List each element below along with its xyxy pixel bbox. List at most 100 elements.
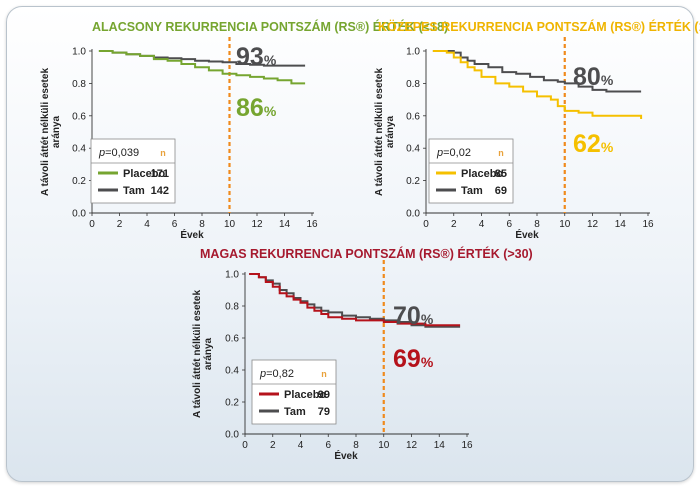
final-pct-tam: 80% [573, 63, 614, 91]
chart-1: ALACSONY REKURRENCIA PONTSZÁM (RS®) ÉRTÉ… [40, 19, 448, 241]
final-pct-sign: % [601, 72, 614, 88]
legend-label-placebo: Placebo [123, 168, 165, 180]
p-value-text: =0,82 [266, 368, 294, 380]
legend-n-placebo: 85 [495, 168, 507, 180]
y-axis-label-line: A távoli áttét nélküli esetek [40, 68, 51, 196]
x-tick-label: 4 [298, 440, 304, 451]
final-pct-value: 86 [236, 94, 264, 122]
x-tick-label: 8 [199, 219, 205, 230]
chart-title: ALACSONY REKURRENCIA PONTSZÁM (RS®) ÉRTÉ… [92, 19, 448, 34]
y-axis-label: A távoli áttét nélküli esetekaránya [374, 68, 396, 196]
x-tick-label: 2 [451, 219, 457, 230]
p-value-text: =0,039 [105, 147, 139, 159]
p-prefix: p [436, 147, 443, 159]
legend-n-tam: 79 [318, 406, 330, 418]
final-pct-tam: 70% [393, 302, 434, 330]
y-tick-label: 0.0 [225, 430, 239, 441]
x-axis-label: Évek [180, 228, 204, 241]
p-prefix: p [98, 147, 105, 159]
y-tick-label: 0.2 [406, 176, 420, 187]
chart-title: KÖZEPES REKURRENCIA PONTSZÁM (RS®) ÉRTÉK… [378, 19, 700, 34]
y-tick-label: 0.4 [406, 144, 420, 155]
series-line-placebo [432, 50, 643, 119]
p-value-text: =0,02 [443, 147, 471, 159]
y-tick-label: 0.8 [72, 79, 86, 90]
y-axis-label-line: aránya [51, 115, 62, 148]
x-tick-label: 2 [270, 440, 276, 451]
x-tick-label: 0 [423, 219, 429, 230]
final-pct-sign: % [421, 311, 434, 327]
x-tick-label: 12 [251, 219, 263, 230]
final-pct-sign: % [264, 103, 277, 119]
x-tick-label: 4 [144, 219, 150, 230]
final-pct-sign: % [601, 139, 614, 155]
x-tick-label: 6 [506, 219, 512, 230]
final-pct-value: 62 [573, 130, 601, 158]
x-tick-label: 10 [559, 219, 571, 230]
legend-label-placebo: Placebo [461, 168, 503, 180]
series-line-placebo [249, 273, 461, 327]
x-tick-label: 8 [353, 440, 359, 451]
x-tick-label: 10 [224, 219, 236, 230]
final-pct-tam: 93% [236, 43, 277, 71]
chart-2: KÖZEPES REKURRENCIA PONTSZÁM (RS®) ÉRTÉK… [374, 19, 700, 241]
x-tick-label: 0 [242, 440, 248, 451]
x-tick-label: 0 [89, 219, 95, 230]
x-tick-label: 6 [172, 219, 178, 230]
y-tick-label: 1.0 [225, 270, 239, 281]
y-axis-label: A távoli áttét nélküli esetekaránya [40, 68, 62, 196]
x-tick-label: 14 [434, 440, 446, 451]
p-value: p=0,02 [436, 147, 471, 159]
final-pct-value: 70 [393, 302, 421, 330]
final-pct-placebo: 86% [236, 94, 277, 122]
final-pct-value: 93 [236, 43, 264, 71]
final-pct-value: 80 [573, 63, 601, 91]
y-tick-label: 1.0 [72, 47, 86, 58]
x-tick-label: 12 [587, 219, 599, 230]
series-line-tam [432, 50, 642, 93]
x-tick-label: 4 [479, 219, 485, 230]
x-tick-label: 16 [461, 440, 473, 451]
n-header: n [498, 148, 504, 158]
legend-box [90, 138, 176, 204]
legend-box [428, 138, 514, 204]
x-tick-label: 14 [615, 219, 627, 230]
x-tick-label: 2 [117, 219, 123, 230]
y-axis-label: A távoli áttét nélküli esetekaránya [192, 290, 214, 418]
final-pct-sign: % [421, 354, 434, 370]
y-tick-label: 0.6 [406, 111, 420, 122]
y-tick-label: 0.4 [72, 144, 86, 155]
x-tick-label: 10 [378, 440, 390, 451]
final-pct-sign: % [264, 52, 277, 68]
final-pct-placebo: 69% [393, 345, 434, 373]
legend-box [251, 359, 337, 425]
final-pct-placebo: 62% [573, 130, 614, 158]
x-tick-label: 12 [406, 440, 418, 451]
y-tick-label: 0.4 [225, 366, 239, 377]
y-tick-label: 0.6 [225, 334, 239, 345]
p-value: p=0,82 [259, 368, 294, 380]
n-header: n [160, 148, 166, 158]
p-value: p=0,039 [98, 147, 139, 159]
y-tick-label: 0.8 [406, 79, 420, 90]
y-axis-label-line: aránya [385, 115, 396, 148]
legend-label-tam: Tam [461, 185, 483, 197]
y-axis-label-line: A távoli áttét nélküli esetek [192, 290, 203, 418]
y-tick-label: 0.2 [72, 176, 86, 187]
x-tick-label: 14 [279, 219, 291, 230]
x-axis-label: Évek [334, 449, 358, 462]
y-axis-label-line: aránya [203, 337, 214, 370]
legend-label-tam: Tam [123, 185, 145, 197]
p-prefix: p [259, 368, 266, 380]
chart-title: MAGAS REKURRENCIA PONTSZÁM (RS®) ÉRTÉK (… [200, 246, 533, 261]
x-axis-label: Évek [515, 228, 539, 241]
y-tick-label: 1.0 [406, 47, 420, 58]
legend-label-placebo: Placebo [284, 389, 326, 401]
y-tick-label: 0.0 [406, 209, 420, 220]
chart-3: MAGAS REKURRENCIA PONTSZÁM (RS®) ÉRTÉK (… [192, 246, 533, 462]
y-tick-label: 0.0 [72, 209, 86, 220]
x-tick-label: 16 [306, 219, 318, 230]
y-axis-label-line: A távoli áttét nélküli esetek [374, 68, 385, 196]
legend-n-tam: 69 [495, 185, 507, 197]
